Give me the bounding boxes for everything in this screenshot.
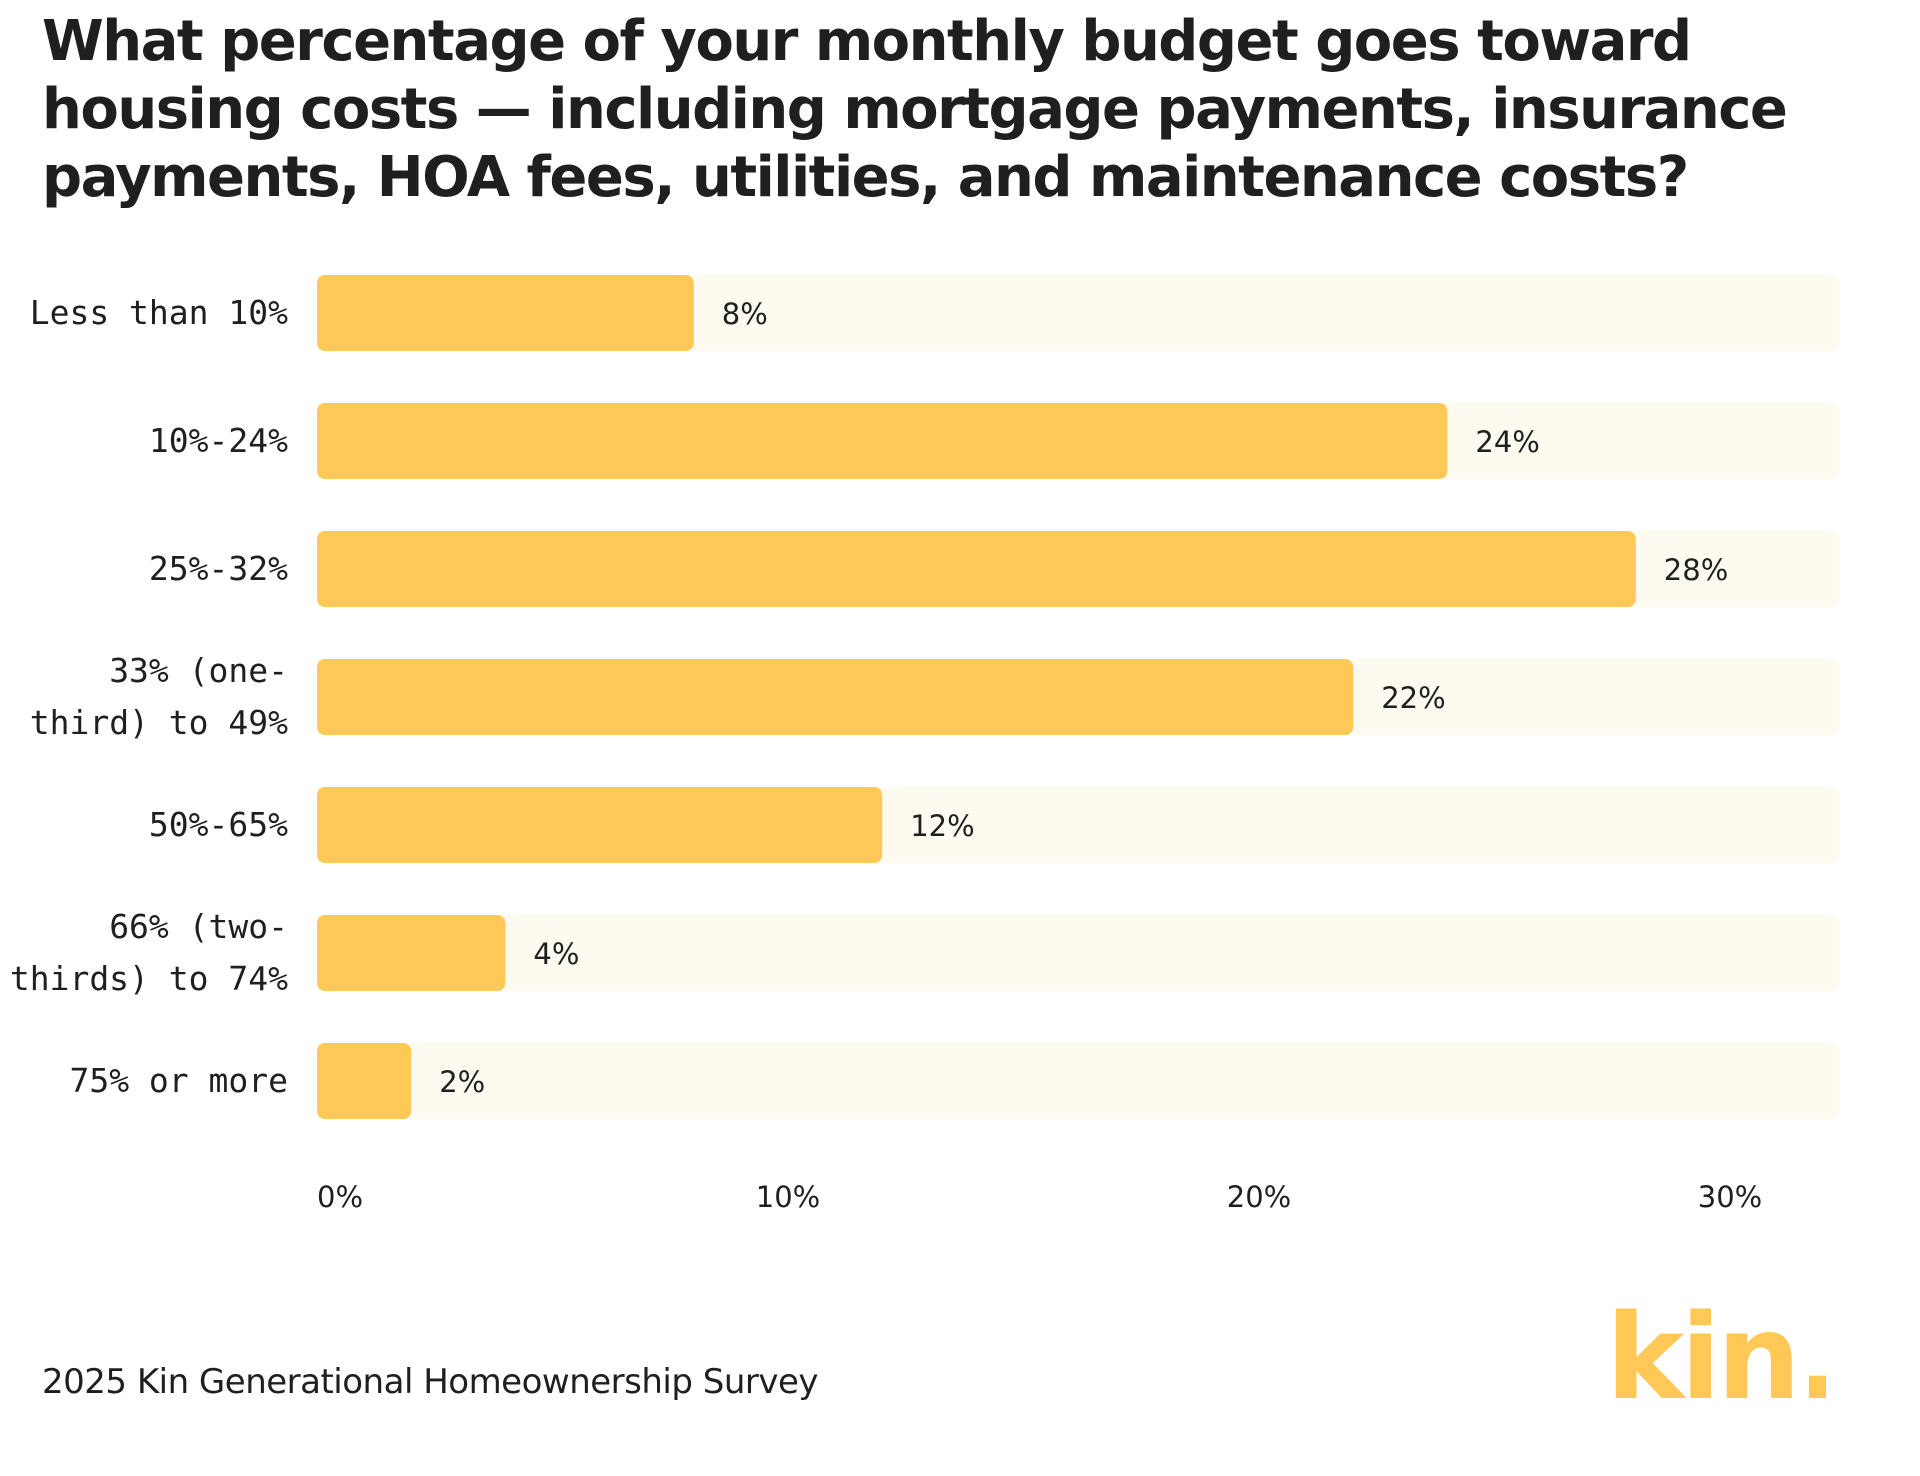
bar-track [317, 275, 1839, 351]
bar-value-label: 4% [533, 937, 579, 971]
chart-title: What percentage of your monthly budget g… [42, 9, 1788, 210]
category-label: Less than 10% [30, 293, 288, 332]
x-tick-label: 10% [756, 1180, 820, 1214]
bar [317, 1043, 412, 1119]
category-label: 75% or more [69, 1061, 288, 1100]
category-label: 10%-24% [149, 421, 288, 460]
category-label: third) to 49% [30, 703, 288, 742]
bar-track [317, 1043, 1839, 1119]
kin-logo: kin. [1606, 1288, 1826, 1426]
category-label: 66% (two- [109, 907, 288, 946]
x-tick-label: 30% [1698, 1180, 1762, 1214]
source-note: 2025 Kin Generational Homeownership Surv… [42, 1362, 819, 1402]
bar-value-label: 12% [910, 809, 974, 843]
bar [317, 403, 1448, 479]
bar-value-label: 22% [1381, 681, 1445, 715]
x-tick-label: 20% [1227, 1180, 1291, 1214]
category-label: thirds) to 74% [10, 959, 288, 998]
x-axis-ticks: 0% 10% 20% 30% [317, 1180, 1762, 1214]
bars [317, 275, 1636, 1119]
bar-track [317, 915, 1839, 991]
category-label: 50%-65% [149, 805, 288, 844]
bar-value-label: 28% [1664, 553, 1728, 587]
x-tick-label: 0% [317, 1180, 363, 1214]
bar [317, 787, 883, 863]
bar [317, 915, 506, 991]
kin-logo-text: kin. [1606, 1288, 1826, 1426]
bar [317, 531, 1636, 607]
bar-value-label: 24% [1475, 425, 1539, 459]
bar [317, 275, 694, 351]
category-label: 25%-32% [149, 549, 288, 588]
bar-value-label: 8% [722, 297, 768, 331]
bar [317, 659, 1354, 735]
bar-value-label: 2% [439, 1065, 485, 1099]
category-label: 33% (one- [109, 651, 288, 690]
value-labels: 8% 24% 28% 22% 12% 4% 2% [439, 297, 1728, 1099]
category-labels: Less than 10% 10%-24% 25%-32% 33% (one-thir… [10, 293, 288, 1100]
